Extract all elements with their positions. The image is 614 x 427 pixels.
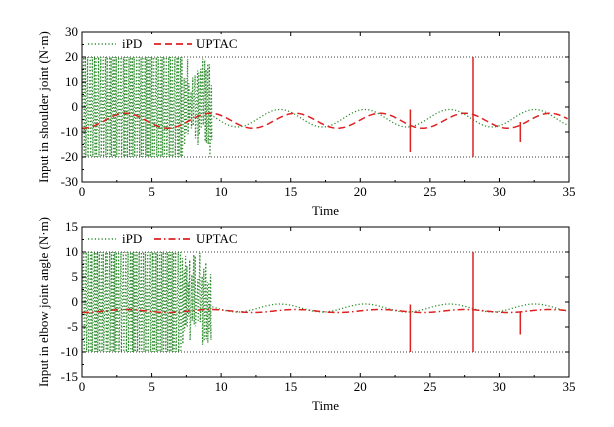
x-tick-label: 20	[354, 379, 367, 394]
y-tick-label: 10	[65, 244, 78, 259]
y-axis-label: Input in shoulder joint (N·m)	[36, 31, 51, 183]
y-tick-label: -15	[61, 369, 78, 384]
y-tick-label: 20	[65, 49, 78, 64]
y-axis-label: Input in elbow joint angle (N·m)	[36, 217, 51, 387]
legend-background	[84, 229, 250, 247]
x-tick-label: 5	[148, 184, 155, 199]
y-tick-label: -10	[61, 344, 78, 359]
x-tick-label: 25	[423, 184, 436, 199]
series-uptac-line	[82, 112, 568, 129]
y-tick-label: -10	[61, 124, 78, 139]
y-tick-label: -30	[61, 174, 78, 189]
legend-label-ipd: iPD	[122, 36, 142, 51]
y-tick-label: -5	[67, 319, 78, 334]
x-axis-label: Time	[312, 398, 339, 413]
x-tick-label: 10	[215, 379, 228, 394]
plot-frame	[81, 31, 570, 183]
x-tick-label: 25	[423, 379, 436, 394]
x-tick-label: 15	[284, 184, 297, 199]
y-tick-label: -20	[61, 149, 78, 164]
legend: iPD UPTAC	[84, 229, 250, 247]
series-ipd-line	[81, 56, 568, 158]
legend: iPD UPTAC	[84, 34, 250, 52]
legend-label-uptac: UPTAC	[196, 231, 238, 246]
x-tick-label: 30	[493, 184, 506, 199]
x-axis-label: Time	[312, 203, 339, 218]
x-tick-label: 35	[563, 184, 576, 199]
x-tick-label: 30	[493, 379, 506, 394]
x-tick-label: 5	[148, 379, 155, 394]
x-tick-label: 20	[354, 184, 367, 199]
plot-frame	[81, 226, 570, 378]
series-ipd-line	[81, 251, 568, 353]
y-tick-label: 5	[72, 269, 79, 284]
y-tick-label: 30	[65, 24, 78, 39]
x-tick-label: 0	[79, 379, 86, 394]
y-tick-label: 10	[65, 74, 78, 89]
legend-label-ipd: iPD	[122, 231, 142, 246]
legend-label-uptac: UPTAC	[196, 36, 238, 51]
x-tick-label: 35	[563, 379, 576, 394]
chart-panel-2: 0 5 10 15 20 25 30 35 -15 -10 -5 0 5 10 15 Time Input in…	[36, 217, 576, 413]
legend-background	[84, 34, 250, 52]
series-uptac-line	[82, 308, 568, 314]
x-tick-label: 0	[79, 184, 86, 199]
x-tick-label: 10	[215, 184, 228, 199]
y-tick-label: 0	[72, 99, 79, 114]
y-tick-label: 15	[65, 219, 78, 234]
chart-panel-1: 0 5 10 15 20 25 30 35 -30 -20 -10 0 10 20 30 Time Input …	[36, 24, 576, 218]
y-tick-label: 0	[72, 294, 79, 309]
x-tick-label: 15	[284, 379, 297, 394]
